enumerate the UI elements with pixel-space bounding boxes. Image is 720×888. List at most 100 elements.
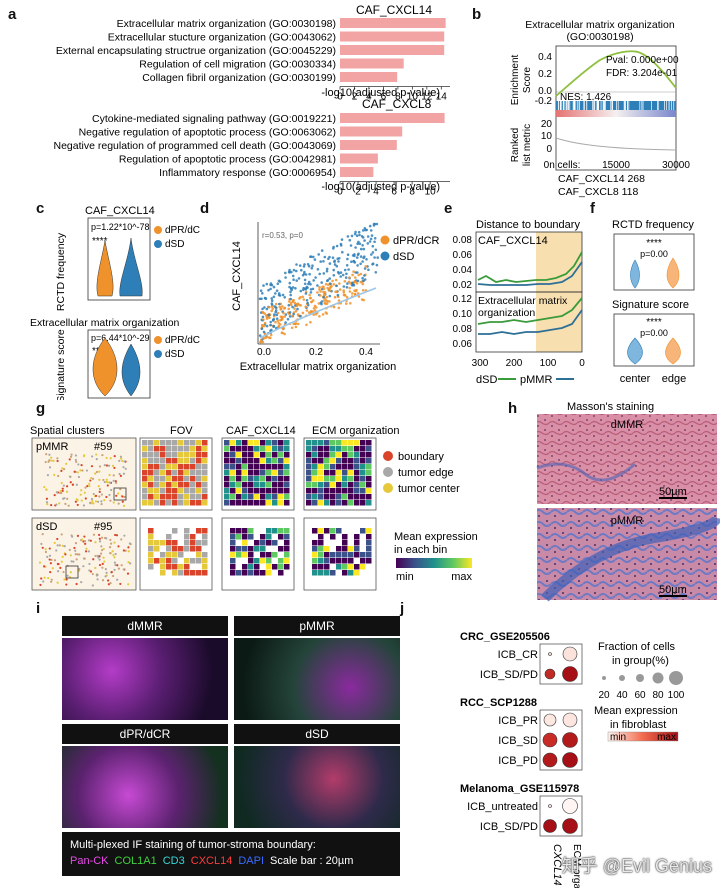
g-tissue-dot [119, 488, 122, 491]
d-point [371, 263, 374, 266]
d-point [297, 277, 301, 280]
g-bin [196, 482, 202, 488]
g-bin [148, 476, 154, 482]
g-bin [242, 540, 248, 546]
g-bin [266, 500, 272, 506]
g-bin [330, 570, 336, 576]
g-bin [306, 452, 312, 458]
g-bin [160, 494, 166, 500]
g-bin [254, 558, 260, 564]
g-bin [272, 494, 278, 500]
g-tissue-dot [106, 484, 109, 487]
g-bin [172, 500, 178, 506]
d-point [323, 293, 326, 297]
g-bin [324, 482, 330, 488]
g-bin [166, 464, 172, 470]
d-point [362, 256, 365, 260]
d-point [321, 313, 325, 316]
c-violin-dsd-1 [119, 237, 143, 297]
g-bin [172, 540, 178, 546]
g-bin [342, 488, 348, 494]
d-point [361, 260, 364, 263]
g-tissue-dot [113, 568, 116, 572]
g-bin [318, 494, 324, 500]
g-bin [154, 446, 160, 452]
g-bin [230, 540, 236, 546]
d-point [319, 301, 323, 305]
g-bin [148, 528, 154, 534]
g-bin [366, 440, 372, 446]
g-bin [160, 558, 166, 564]
panel-letter-i: i [36, 600, 41, 617]
b-fdr: FDR: 3.204e-01 [606, 68, 678, 79]
g-bin [172, 476, 178, 482]
d-point [302, 272, 306, 276]
g-bin [148, 558, 154, 564]
g-bin [160, 564, 166, 570]
d-point [345, 302, 348, 305]
d-point [364, 228, 367, 232]
g-bin [330, 470, 336, 476]
c-violin-dpr-2 [92, 337, 118, 397]
g-bin [230, 534, 236, 540]
d-point [291, 314, 294, 318]
d-point [367, 268, 370, 272]
d-point [319, 260, 322, 263]
g-bin [348, 564, 354, 570]
g-tissue-dot [100, 493, 103, 496]
g-tissue-dot [83, 535, 86, 538]
g-tissue-dot [84, 550, 88, 553]
g-tissue-dot [103, 536, 107, 540]
g-bin [260, 540, 266, 546]
d-point [316, 291, 319, 294]
g-bin [266, 540, 272, 546]
g-tissue-dot [48, 453, 51, 456]
g-fov-box [65, 565, 79, 579]
g-bin [342, 464, 348, 470]
e-line-dsd-1 [477, 251, 583, 283]
g-bin [230, 494, 236, 500]
d-point [331, 256, 335, 259]
g-bin [266, 458, 272, 464]
g-bin [148, 500, 154, 506]
g-bin [190, 570, 196, 576]
g-tissue-dot [48, 466, 52, 469]
d-point [289, 293, 292, 297]
d-point [328, 294, 332, 298]
g-tissue-dot [77, 475, 80, 479]
g-bin [306, 476, 312, 482]
d-point [370, 253, 373, 256]
g-bin [272, 458, 278, 464]
j-dot [548, 652, 552, 656]
g-tissue-dot [82, 504, 86, 507]
g-tissue-dot [87, 550, 90, 553]
d-point [265, 324, 269, 328]
g-bin [190, 446, 196, 452]
g-tissue-dot [70, 453, 73, 456]
g-bin [160, 540, 166, 546]
g-bin [242, 458, 248, 464]
d-point [318, 286, 321, 289]
g-bin [248, 458, 254, 464]
j-dot [562, 818, 578, 834]
g-bin [260, 534, 266, 540]
g-tissue-dot [59, 566, 62, 569]
g-bin [330, 552, 336, 558]
d-point [311, 264, 314, 267]
g-bin [202, 440, 208, 446]
g-tissue-dot [76, 503, 79, 507]
e-ytick-2: 0.06 [453, 339, 473, 350]
g-legend-dot-boundary [383, 451, 393, 461]
g-bin [172, 440, 178, 446]
g-bin [230, 500, 236, 506]
g-bin [348, 482, 354, 488]
c-p1: p=1.22*10^-78 [91, 222, 150, 232]
g-scale-bar [396, 558, 472, 568]
g-bin [236, 458, 242, 464]
g-bin [242, 488, 248, 494]
g-bin [260, 500, 266, 506]
g-bin [248, 500, 254, 506]
d-point [281, 331, 284, 335]
b-title-line1: Extracellular matrix organization [525, 19, 675, 31]
g-tissue-dot [77, 463, 80, 466]
